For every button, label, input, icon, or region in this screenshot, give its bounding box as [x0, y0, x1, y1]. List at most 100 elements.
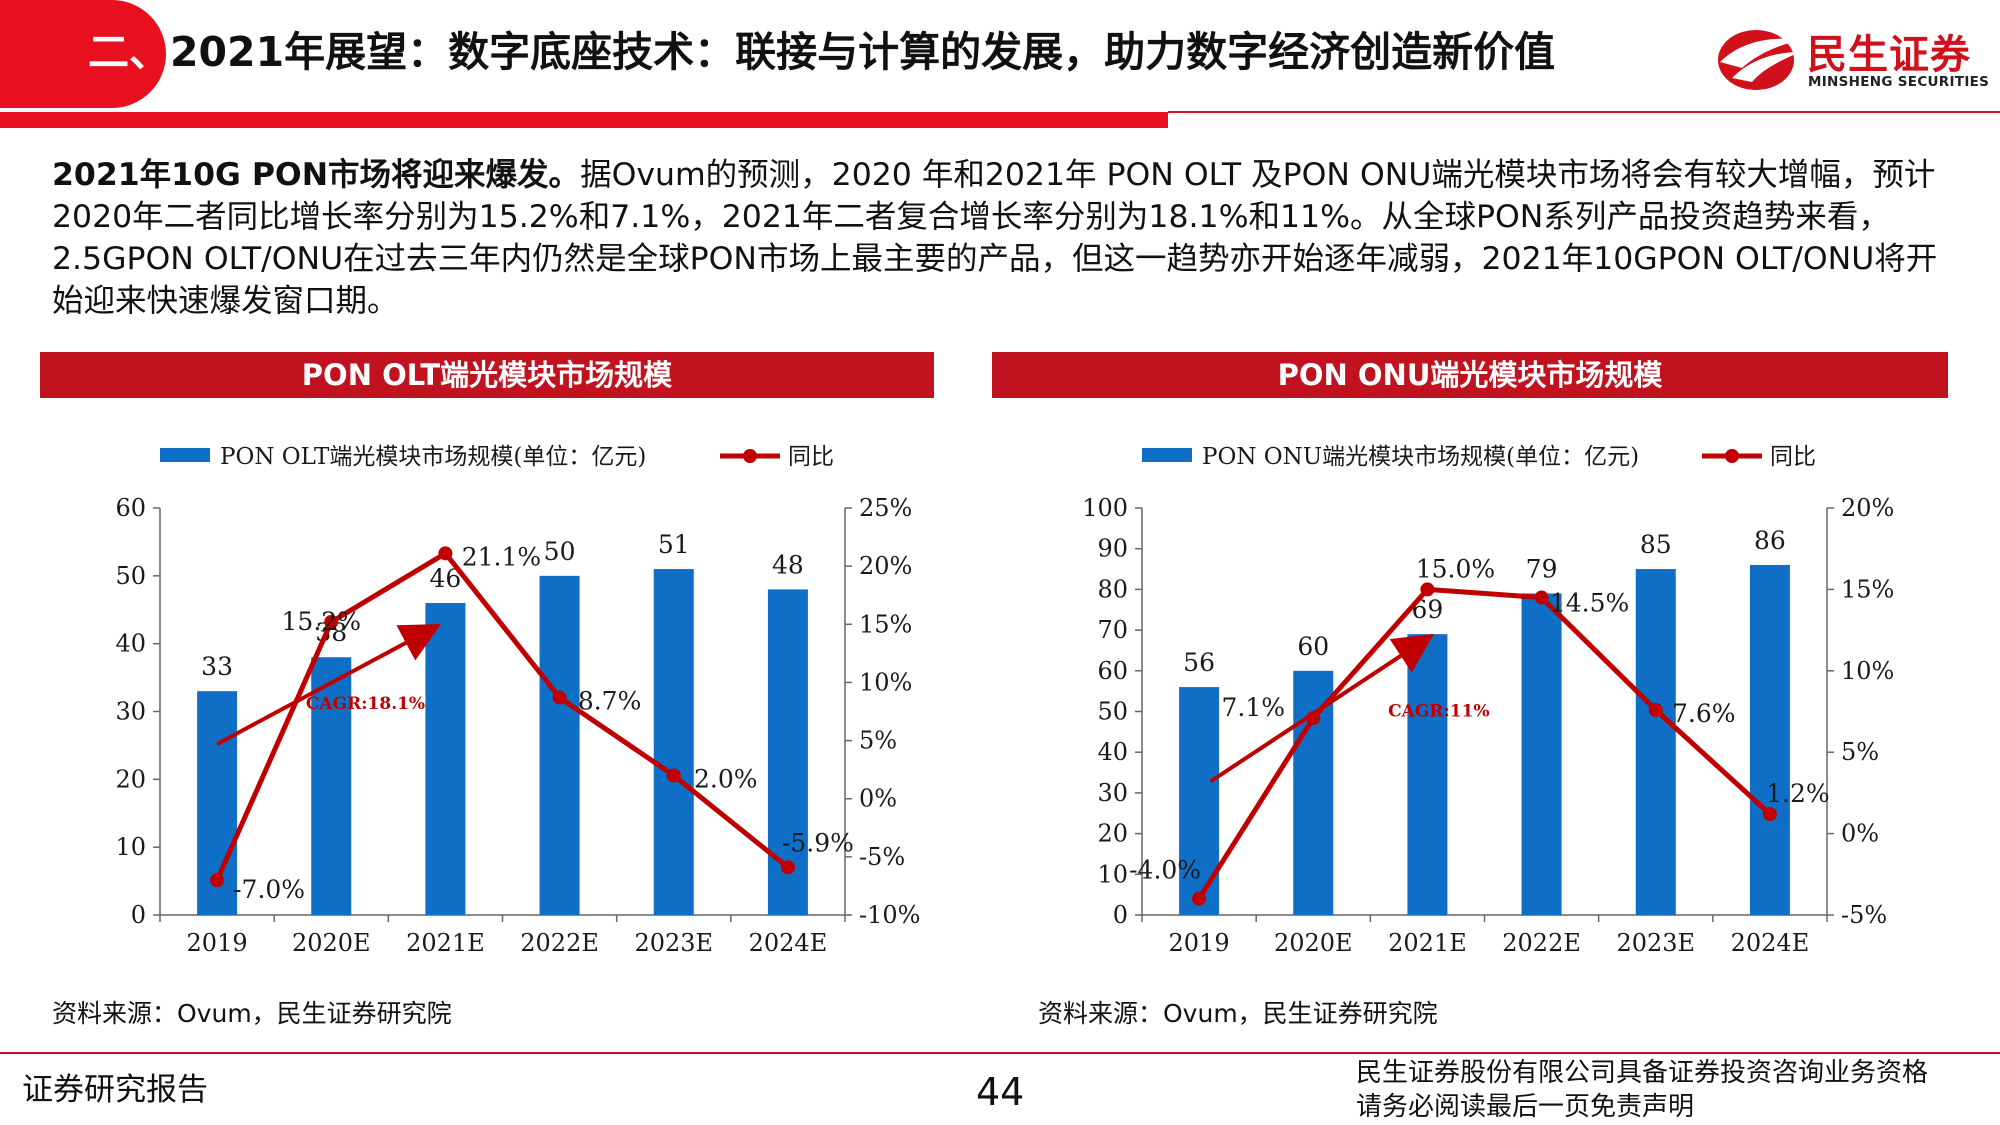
legend-bar-swatch — [160, 448, 210, 462]
left-axis-tick-label: 50 — [1097, 698, 1128, 726]
onu-chart-source: 资料来源：Ovum，民生证券研究院 — [1038, 999, 1438, 1028]
bar-value-label: 79 — [1526, 554, 1558, 583]
yoy-line — [1196, 586, 1772, 901]
yoy-value-label: 2.0% — [694, 764, 758, 793]
left-axis-tick-label: 0 — [131, 901, 146, 929]
logo-text-cn: 民生证券 — [1807, 32, 1971, 78]
yoy-point-2024E — [1762, 807, 1777, 822]
legend-bar-label: PON OLT端光模块市场规模(单位：亿元) — [220, 444, 646, 470]
yoy-point-2022E — [552, 690, 567, 705]
right-axis-tick-label: 15% — [859, 610, 912, 638]
bar-value-label: 50 — [544, 537, 576, 566]
bar-2020E — [311, 657, 352, 915]
yoy-value-label: -7.0% — [233, 875, 305, 904]
bar-value-label: 48 — [772, 550, 804, 579]
yoy-point-2023E — [666, 768, 681, 783]
olt-market-chart: PON OLT端光模块市场规模(单位：亿元) 同比 0 10 20 30 40 50 60 -10… — [115, 444, 920, 957]
right-axis-tick-label: 5% — [1841, 738, 1879, 766]
legend-bar-label: PON ONU端光模块市场规模(单位：亿元) — [1202, 444, 1639, 470]
yoy-value-label: 15.2% — [282, 607, 361, 636]
bar-2024E — [1749, 564, 1790, 915]
right-axis-tick-label: 0% — [859, 785, 897, 813]
title-underline-line — [1168, 111, 2000, 113]
left-axis-tick-label: 80 — [1097, 575, 1128, 603]
intro-paragraph: 2021年10G PON市场将迎来爆发。据Ovum的预测，2020 年和2021… — [52, 154, 1952, 322]
title-accent-pill — [0, 0, 166, 108]
right-axis-tick-label: 20% — [859, 552, 912, 580]
left-axis-tick-label: 60 — [115, 494, 146, 522]
yoy-value-label: 7.1% — [1221, 693, 1285, 722]
x-axis-tick-label: 2021E — [1388, 929, 1467, 957]
x-axis-tick-label: 2021E — [406, 929, 485, 957]
legend-bar-swatch — [1142, 448, 1192, 462]
x-axis-tick-label: 2023E — [1616, 929, 1695, 957]
footer-report-label: 证券研究报告 — [22, 1072, 208, 1108]
x-axis-tick-label: 2023E — [634, 929, 713, 957]
left-axis-tick-label: 100 — [1082, 494, 1128, 522]
logo-text-en: MINSHENG SECURITIES — [1808, 74, 1990, 90]
intro-lead: 2021年10G PON市场将迎来爆发。 — [52, 157, 581, 193]
bar-value-label: 56 — [1183, 648, 1215, 677]
yoy-value-label: -5.9% — [782, 828, 854, 857]
yoy-line — [214, 550, 790, 882]
right-axis-tick-label: 10% — [1841, 657, 1894, 685]
yoy-point-2021E — [1420, 582, 1435, 597]
logo-mark-icon — [1718, 30, 1802, 90]
left-axis-tick-label: 10 — [1097, 860, 1128, 888]
footer-divider — [0, 1052, 2000, 1054]
onu-market-chart: PON ONU端光模块市场规模(单位：亿元) 同比 0 10 20 30 40 50 60 70 8… — [1082, 444, 1894, 957]
footer-disclaimer: 民生证券股份有限公司具备证券投资咨询业务资格 请务必阅读最后一页免责声明 — [1356, 1056, 1928, 1124]
bar-2020E — [1293, 670, 1334, 915]
bar-value-label: 86 — [1754, 526, 1786, 555]
right-axis-tick-label: 5% — [859, 727, 897, 755]
yoy-point-2021E — [438, 546, 453, 561]
bar-value-label: 60 — [1297, 632, 1329, 661]
page-title-prefix: 二、 — [88, 28, 170, 76]
yoy-value-label: -4.0% — [1129, 856, 1201, 885]
left-axis-tick-label: 10 — [115, 833, 146, 861]
x-axis-tick-label: 2022E — [520, 929, 599, 957]
bar-2023E — [653, 569, 694, 915]
right-axis-tick-label: -10% — [859, 901, 920, 929]
left-axis-tick-label: 20 — [1097, 820, 1128, 848]
left-axis-tick-label: 20 — [115, 765, 146, 793]
bar-value-label: 51 — [658, 530, 690, 559]
yoy-value-label: 7.6% — [1672, 699, 1736, 728]
yoy-point-2023E — [1648, 702, 1663, 717]
left-axis-tick-label: 60 — [1097, 657, 1128, 685]
intro-body: 据Ovum的预测，2020 年和2021年 PON OLT 及PON ONU端光… — [52, 157, 1938, 319]
left-axis-tick-label: 50 — [115, 562, 146, 590]
cagr-trend-arrow — [216, 623, 442, 746]
onu-chart-header: PON ONU端光模块市场规模 — [992, 352, 1948, 398]
yoy-value-label: 15.0% — [1416, 554, 1495, 583]
x-axis-tick-label: 2024E — [749, 929, 828, 957]
yoy-value-label: 1.2% — [1766, 779, 1830, 808]
footer-disclaimer-note: 请务必阅读最后一页免责声明 — [1356, 1092, 1695, 1122]
legend-line-marker — [1725, 449, 1739, 463]
legend-line-marker — [743, 449, 757, 463]
x-axis-tick-label: 2020E — [292, 929, 371, 957]
bar-2023E — [1635, 569, 1676, 915]
x-axis-tick-label: 2022E — [1502, 929, 1581, 957]
cagr-annotation: CAGR:11% — [1388, 701, 1489, 721]
yoy-point-2024E — [780, 860, 795, 875]
legend-line-label: 同比 — [1770, 444, 1816, 470]
right-axis-tick-label: 0% — [1841, 820, 1879, 848]
right-axis-tick-label: 20% — [1841, 494, 1894, 522]
bar-2021E — [1407, 634, 1448, 915]
bar-2021E — [425, 602, 466, 915]
cagr-annotation: CAGR:18.1% — [306, 694, 425, 714]
page-number: 44 — [976, 1070, 1025, 1114]
title-underline-bar — [0, 112, 1168, 128]
bar-2022E — [539, 575, 580, 915]
yoy-point-2022E — [1534, 590, 1549, 605]
yoy-value-label: 21.1% — [462, 542, 541, 571]
left-axis-tick-label: 0 — [1113, 901, 1128, 929]
olt-chart-source: 资料来源：Ovum，民生证券研究院 — [52, 999, 452, 1028]
x-axis-tick-label: 2019 — [1169, 929, 1230, 957]
left-axis-tick-label: 30 — [115, 698, 146, 726]
yoy-value-label: 14.5% — [1550, 589, 1629, 618]
yoy-point-2020E — [324, 614, 339, 629]
yoy-point-2020E — [1306, 711, 1321, 726]
right-axis-tick-label: 25% — [859, 494, 912, 522]
